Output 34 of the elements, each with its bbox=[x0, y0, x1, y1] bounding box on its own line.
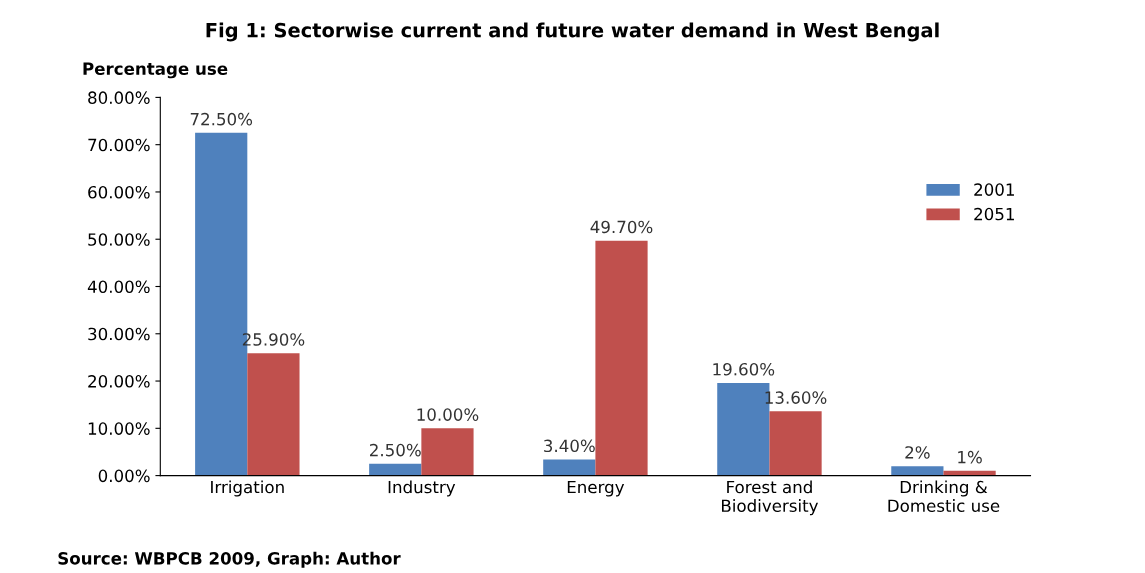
y-tick-label: 40.00% bbox=[87, 280, 150, 294]
source-note: Source: WBPCB 2009, Graph: Author bbox=[58, 551, 401, 568]
x-tick-label: Industry bbox=[388, 480, 456, 497]
y-tick-label: 20.00% bbox=[88, 375, 150, 388]
legend-label: 2001 bbox=[974, 183, 1014, 196]
y-tick-label: 80.00% bbox=[88, 91, 150, 104]
data-label: 3.40% bbox=[544, 439, 595, 453]
bar bbox=[369, 463, 422, 476]
data-label: 10.00% bbox=[417, 408, 479, 421]
bar bbox=[891, 466, 944, 476]
y-tick-label: 0.00% bbox=[98, 469, 150, 483]
bar bbox=[247, 353, 300, 476]
x-tick-label: Irrigation bbox=[211, 480, 284, 497]
x-tick-label: Forest and Biodiversity bbox=[722, 480, 819, 516]
bar bbox=[595, 240, 648, 476]
data-label: 2% bbox=[905, 446, 930, 459]
y-axis-title: Percentage use bbox=[83, 62, 228, 79]
data-label: 19.60% bbox=[713, 362, 775, 376]
data-label: 2.50% bbox=[370, 443, 421, 457]
bar bbox=[769, 411, 822, 476]
data-label: 72.50% bbox=[190, 112, 253, 126]
bar bbox=[421, 428, 474, 476]
x-tick-label: Energy bbox=[567, 480, 625, 497]
x-tick-label: Drinking & Domestic use bbox=[888, 480, 1000, 513]
chart-title: Fig 1: Sectorwise current and future water demand in West Bengal bbox=[206, 22, 939, 42]
data-label: 1% bbox=[958, 450, 982, 464]
legend-label: 2051 bbox=[974, 207, 1014, 221]
y-tick-label: 70.00% bbox=[88, 138, 150, 152]
y-tick-label: 30.00% bbox=[88, 327, 150, 341]
y-tick-label: 50.00% bbox=[88, 233, 150, 246]
data-label: 49.70% bbox=[590, 220, 653, 234]
y-tick-label: 60.00% bbox=[88, 185, 150, 199]
y-tick-label: 10.00% bbox=[88, 422, 150, 435]
bar bbox=[543, 459, 596, 476]
